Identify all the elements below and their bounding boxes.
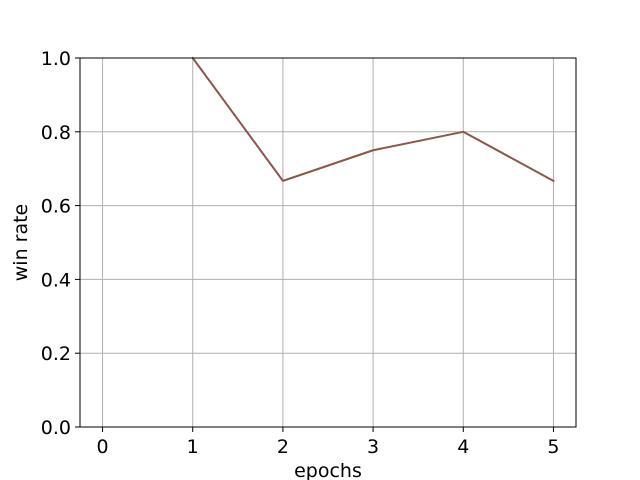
plot-frame bbox=[79, 57, 577, 428]
x-axis-label: epochs bbox=[294, 460, 362, 480]
y-tick-label: 0.2 bbox=[41, 343, 71, 365]
x-tick-label: 2 bbox=[277, 436, 289, 458]
x-tick-label: 4 bbox=[457, 436, 469, 458]
x-tick-label: 0 bbox=[96, 436, 108, 458]
x-tick-label: 1 bbox=[187, 436, 199, 458]
y-tick-label: 1.0 bbox=[41, 48, 71, 70]
y-tick-label: 0.4 bbox=[41, 269, 71, 291]
y-tick-label: 0.8 bbox=[41, 122, 71, 144]
ticks: 0 1 2 3 4 5 0.0 0.2 0.4 0.6 0.8 1.0 bbox=[41, 48, 560, 458]
x-tick-label: 3 bbox=[367, 436, 379, 458]
y-tick-label: 0.0 bbox=[41, 417, 71, 439]
x-tick-label: 5 bbox=[547, 436, 559, 458]
series-line bbox=[191, 56, 555, 183]
series-layer bbox=[191, 56, 555, 183]
y-tick-label: 0.6 bbox=[41, 196, 71, 218]
y-axis-label: win rate bbox=[10, 204, 32, 282]
